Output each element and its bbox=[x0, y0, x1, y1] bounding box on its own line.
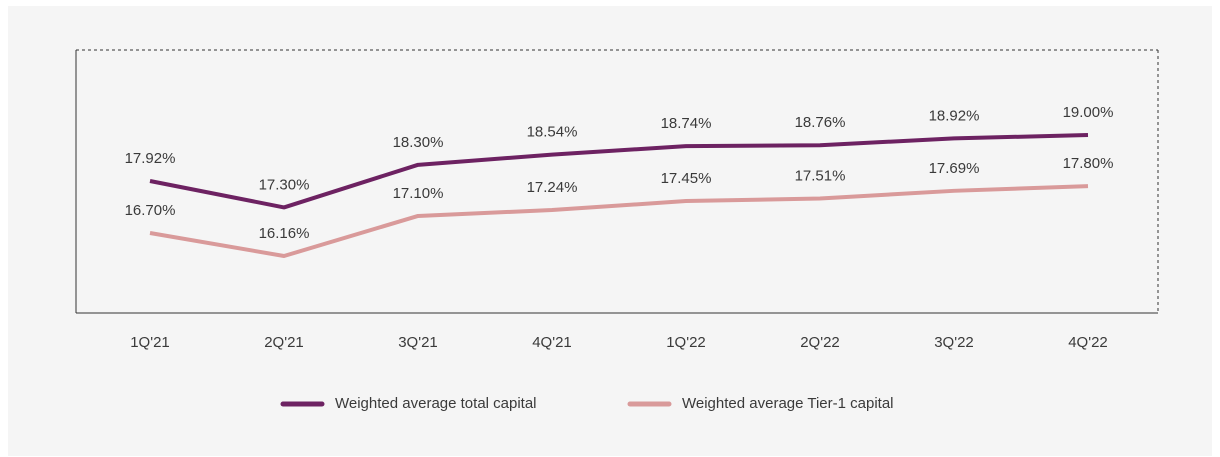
series-line bbox=[149, 133, 1089, 210]
data-label: 17.80% bbox=[1063, 155, 1114, 172]
data-label: 18.74% bbox=[661, 115, 712, 132]
data-label: 17.24% bbox=[527, 179, 578, 196]
data-label: 16.70% bbox=[125, 202, 176, 219]
data-label: 17.45% bbox=[661, 170, 712, 187]
data-label: 18.92% bbox=[929, 107, 980, 124]
data-label: 17.30% bbox=[259, 176, 310, 193]
data-label: 17.69% bbox=[929, 160, 980, 177]
data-label: 17.51% bbox=[795, 167, 846, 184]
x-tick-label: 2Q'22 bbox=[800, 334, 840, 351]
x-tick-label: 3Q'21 bbox=[398, 334, 438, 351]
x-tick-label: 4Q'22 bbox=[1068, 334, 1108, 351]
legend-label: Weighted average total capital bbox=[335, 395, 537, 412]
data-label: 18.54% bbox=[527, 124, 578, 141]
x-tick-label: 1Q'21 bbox=[130, 334, 170, 351]
x-tick-label: 1Q'22 bbox=[666, 334, 706, 351]
data-label: 19.00% bbox=[1063, 104, 1114, 121]
background bbox=[8, 6, 1212, 456]
data-label: 17.92% bbox=[125, 150, 176, 167]
data-label: 18.30% bbox=[393, 134, 444, 151]
x-tick-label: 2Q'21 bbox=[264, 334, 304, 351]
x-tick-label: 3Q'22 bbox=[934, 334, 974, 351]
data-label: 18.76% bbox=[795, 114, 846, 131]
data-label: 17.10% bbox=[393, 185, 444, 202]
data-label: 16.16% bbox=[259, 225, 310, 242]
legend-label: Weighted average Tier-1 capital bbox=[682, 395, 894, 412]
x-tick-label: 4Q'21 bbox=[532, 334, 572, 351]
series-line bbox=[149, 184, 1089, 258]
